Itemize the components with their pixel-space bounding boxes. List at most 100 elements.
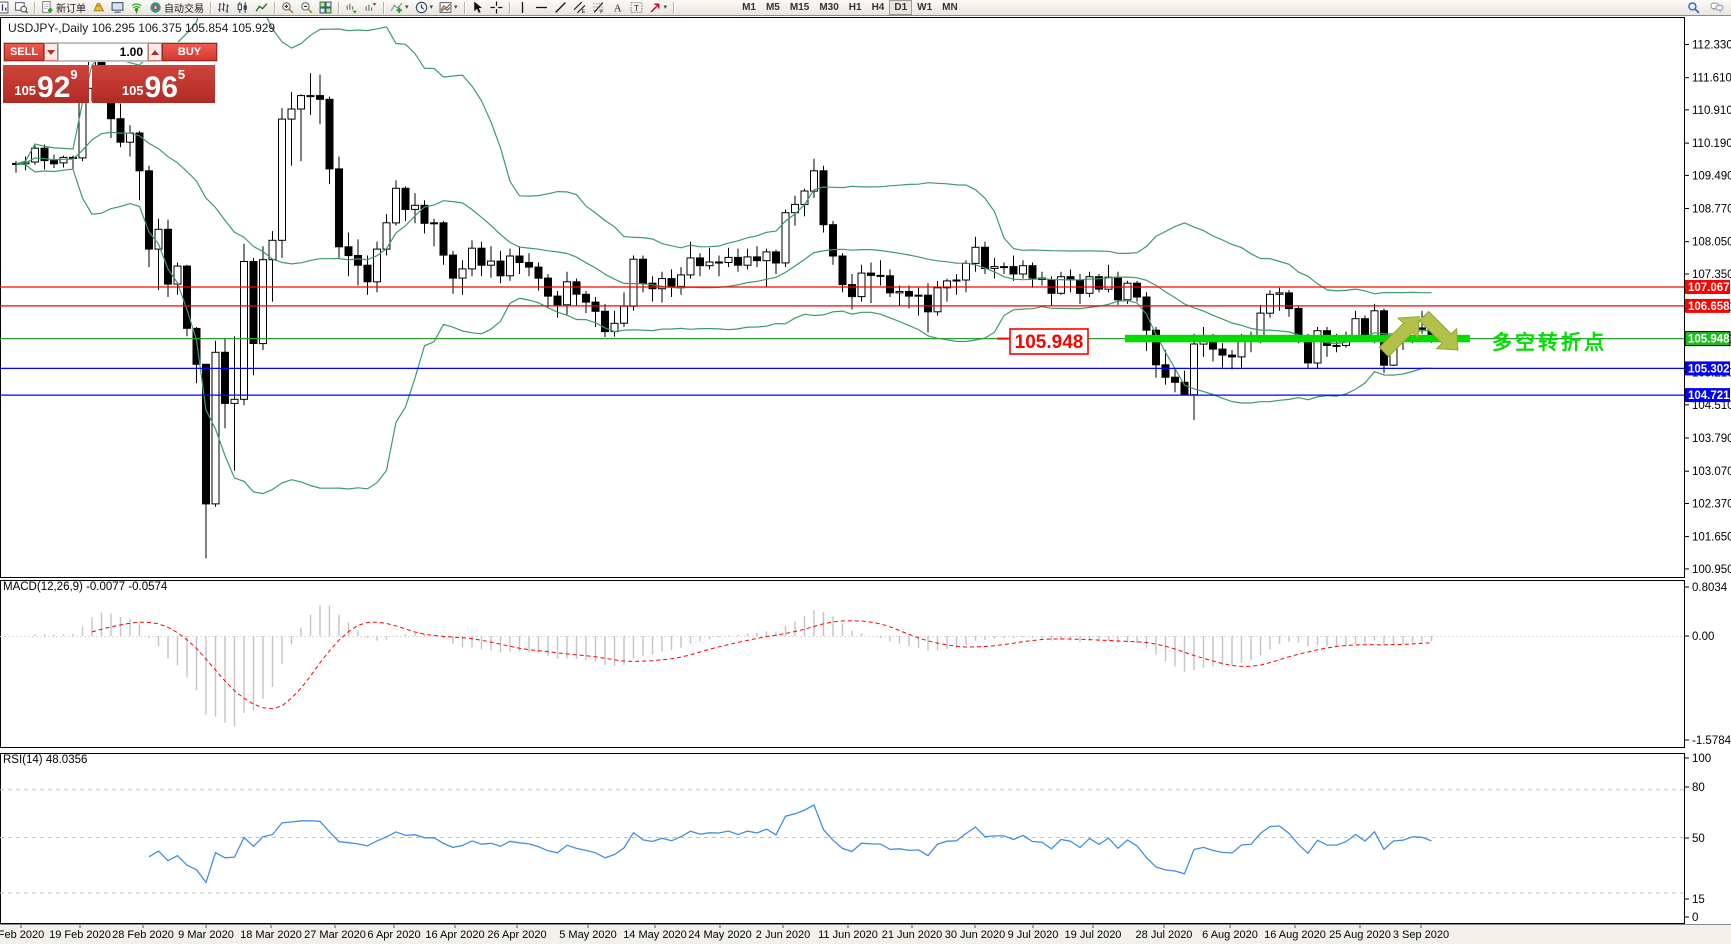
time-axis-label: 6 Aug 2020 — [1202, 929, 1258, 941]
price-axis-label: 110.910 — [1692, 105, 1731, 117]
rsi-axis-label: 50 — [1692, 833, 1705, 845]
sell-price-panel[interactable]: 105 92 9 — [3, 65, 89, 103]
price-annotation-box[interactable] — [1009, 328, 1089, 355]
dropdown-caret: ▾ — [405, 4, 409, 11]
candlestick-type-button[interactable] — [233, 0, 252, 15]
timeframe-h4-button[interactable]: H4 — [871, 2, 885, 13]
text-label-button[interactable]: T — [627, 0, 646, 15]
templates-button[interactable]: ▾ — [436, 0, 461, 15]
svg-text:F: F — [600, 9, 604, 14]
periods-button[interactable]: ▾ — [412, 0, 437, 15]
timeframe-m1-button[interactable]: M1 — [742, 2, 756, 13]
time-axis-label: Feb 2020 — [0, 929, 44, 941]
price-axis-label: 108.770 — [1692, 204, 1731, 216]
trendline-button[interactable] — [551, 0, 570, 15]
time-axis-label: 26 Apr 2020 — [487, 929, 546, 941]
chart-shift-button[interactable] — [361, 0, 380, 15]
auto-scroll-button[interactable] — [342, 0, 361, 15]
monitor-icon — [111, 2, 124, 13]
search-button[interactable] — [1684, 0, 1703, 15]
timeframe-m15-button[interactable]: M15 — [789, 2, 810, 13]
indicators-button[interactable]: ▾ — [387, 0, 412, 15]
buy-button[interactable]: BUY — [162, 43, 217, 61]
autotrading-button[interactable]: 自动交易 — [146, 0, 207, 15]
fibonacci-button[interactable]: F — [589, 0, 608, 15]
arrows-button[interactable]: ▾ — [646, 0, 671, 15]
line-chart-type-button[interactable] — [252, 0, 271, 15]
horizontal-line-icon — [535, 6, 547, 9]
separator — [383, 1, 384, 14]
new-order-icon — [42, 1, 53, 13]
time-axis[interactable] — [0, 924, 1731, 944]
broadcast-button[interactable] — [127, 0, 146, 15]
timeframe-mn-button[interactable]: MN — [942, 2, 958, 13]
sell-button[interactable]: SELL — [4, 43, 44, 61]
monitor-button[interactable] — [108, 0, 127, 15]
time-axis-label: 9 Jul 2020 — [1008, 929, 1059, 941]
svg-text:107.067: 107.067 — [1688, 282, 1730, 294]
timeframes-group: M1 M5 M15 M30 H1 H4 D1 W1 MN — [737, 0, 963, 15]
cursor-icon — [473, 1, 482, 13]
time-axis-label: 16 Apr 2020 — [425, 929, 484, 941]
equidistant-channel-icon: E — [573, 1, 585, 14]
dropdown-caret: ▾ — [663, 4, 668, 11]
dropdown-caret: ▾ — [454, 4, 458, 11]
vertical-line-button[interactable] — [513, 0, 532, 15]
volume-input[interactable] — [58, 43, 148, 61]
price-axis-label: 110.190 — [1692, 138, 1731, 150]
up-arrow-annotation[interactable] — [1374, 307, 1429, 362]
volume-increase-button[interactable] — [148, 43, 162, 61]
separator — [34, 1, 35, 14]
channel-button[interactable]: E — [570, 0, 589, 15]
time-axis-label: 14 May 2020 — [623, 929, 687, 941]
price-tag-105.302 — [1685, 361, 1730, 376]
new-chart-button[interactable] — [0, 0, 12, 15]
cursor-button[interactable] — [468, 0, 487, 15]
buy-price-prefix: 105 — [121, 83, 144, 98]
new-order-label: 新订单 — [56, 4, 86, 15]
time-axis-label: 2 Jun 2020 — [756, 929, 810, 941]
timeframe-m5-button[interactable]: M5 — [765, 2, 780, 13]
new-order-button[interactable]: 新订单 — [38, 0, 89, 15]
crosshair-button[interactable] — [487, 0, 506, 15]
tile-windows-button[interactable] — [316, 0, 335, 15]
svg-text:105.948: 105.948 — [1688, 334, 1730, 346]
timeframe-w1-button[interactable]: W1 — [917, 2, 933, 13]
zoom-in-icon — [282, 2, 294, 14]
horizontal-line-button[interactable] — [532, 0, 551, 15]
zoom-out-button[interactable] — [297, 0, 316, 15]
trade-panel-top-row: SELL BUY — [3, 42, 218, 62]
zoom-in-button[interactable] — [278, 0, 297, 15]
volume-decrease-button[interactable] — [44, 43, 58, 61]
timeframe-h1-button[interactable]: H1 — [848, 2, 862, 13]
chat-button[interactable] — [1707, 0, 1727, 15]
note-annotation-text[interactable]: 多空转折点 — [1492, 330, 1607, 354]
rsi-axis-label: 15 — [1692, 894, 1705, 906]
gold-ingot-button[interactable] — [89, 0, 108, 15]
highlight-segment[interactable] — [1125, 334, 1470, 343]
profiles-button[interactable] — [12, 0, 31, 15]
line-chart-icon — [255, 3, 268, 12]
svg-text:A: A — [613, 2, 621, 14]
clock-icon — [415, 1, 427, 14]
bar-chart-icon — [218, 2, 229, 13]
macd-layer — [0, 605, 1684, 727]
down-arrow-annotation[interactable] — [1414, 306, 1468, 360]
broadcast-icon — [131, 3, 142, 14]
timeframe-d1-button[interactable]: D1 — [889, 0, 913, 15]
price-tag-106.658 — [1685, 298, 1730, 313]
trendline-icon — [554, 2, 566, 13]
time-axis-label: 18 Mar 2020 — [240, 929, 302, 941]
timeframe-m30-button[interactable]: M30 — [819, 2, 839, 13]
buy-price-panel[interactable]: 105 96 5 — [92, 65, 215, 103]
bar-chart-type-button[interactable] — [214, 0, 233, 15]
price-axis-label: 103.790 — [1692, 433, 1731, 445]
macd-axis-label: 0.8034 — [1692, 582, 1728, 594]
svg-text:T: T — [633, 3, 639, 13]
separator — [210, 1, 211, 14]
chart-shift-icon — [365, 3, 377, 11]
candles-layer — [12, 18, 1436, 559]
svg-text:104.721: 104.721 — [1688, 390, 1730, 402]
text-button[interactable]: A — [608, 0, 627, 15]
